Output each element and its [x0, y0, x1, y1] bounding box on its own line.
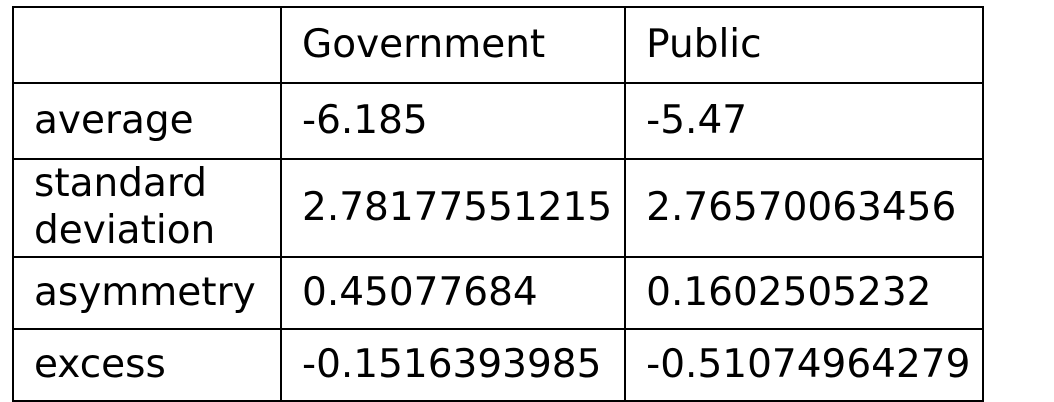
cell-excess-public: -0.51074964279 — [624, 328, 985, 402]
table-header-row: Government Public — [12, 6, 985, 84]
row-label-excess: excess — [12, 328, 282, 402]
header-public: Public — [624, 6, 985, 84]
cell-excess-government: -0.1516393985 — [279, 328, 627, 402]
row-label-line-2: deviation — [34, 208, 216, 253]
statistics-table: Government Public average -6.185 -5.47 s… — [12, 6, 985, 402]
header-government: Government — [279, 6, 627, 84]
row-label-average: average — [12, 82, 282, 160]
table-row-standard-deviation: standard deviation 2.78177551215 2.76570… — [12, 158, 985, 258]
cell-average-public: -5.47 — [624, 82, 985, 160]
cell-stddev-government: 2.78177551215 — [279, 158, 627, 258]
header-empty-cell — [12, 6, 282, 84]
table-row-average: average -6.185 -5.47 — [12, 82, 985, 160]
cell-asymmetry-public: 0.1602505232 — [624, 256, 985, 330]
cell-asymmetry-government: 0.45077684 — [279, 256, 627, 330]
row-label-asymmetry: asymmetry — [12, 256, 282, 330]
table-row-excess: excess -0.1516393985 -0.51074964279 — [12, 328, 985, 402]
cell-average-government: -6.185 — [279, 82, 627, 160]
row-label-standard-deviation: standard deviation — [12, 158, 282, 258]
row-label-line-1: standard — [34, 161, 207, 207]
table-row-asymmetry: asymmetry 0.45077684 0.1602505232 — [12, 256, 985, 330]
cell-stddev-public: 2.76570063456 — [624, 158, 985, 258]
